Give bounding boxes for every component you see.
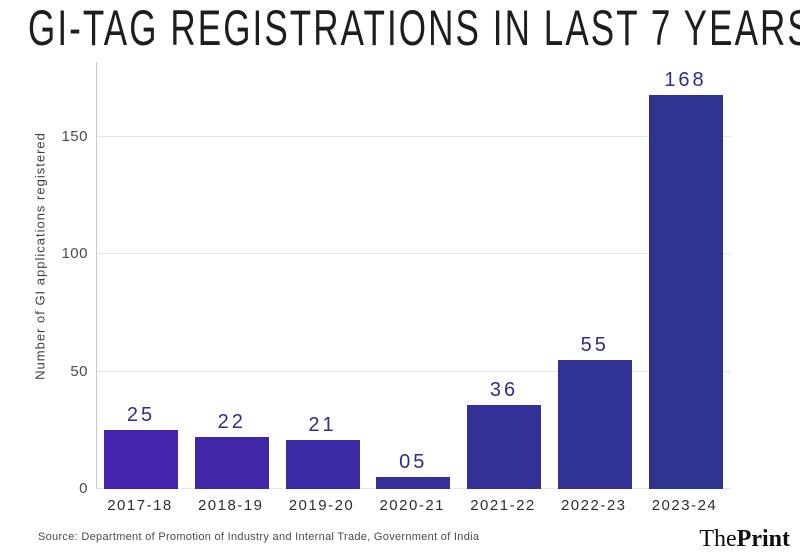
x-tick-2018-19: 2018-19 xyxy=(197,497,264,514)
bar-value-2020-21: 05 xyxy=(399,451,428,474)
x-tick-2020-21: 2020-21 xyxy=(379,497,446,514)
y-tick-50: 50 xyxy=(70,362,88,380)
page-title: GI-TAG REGISTRATIONS IN LAST 7 YEARS xyxy=(28,2,800,54)
bar-value-2019-20: 21 xyxy=(308,413,337,436)
gridline-50 xyxy=(97,370,731,372)
bar-value-2018-19: 22 xyxy=(217,411,246,434)
gridline-100 xyxy=(97,253,731,255)
x-tick-2019-20: 2019-20 xyxy=(288,497,355,514)
bar-2019-20 xyxy=(285,439,360,489)
bar-chart-plot-area: 25 22 21 05 36 55 168 xyxy=(96,62,731,489)
theprint-logo-print: Print xyxy=(736,526,790,552)
bar-2018-19 xyxy=(194,437,269,489)
y-tick-150: 150 xyxy=(61,128,88,145)
bar-2023-24 xyxy=(648,94,723,489)
bar-2021-22 xyxy=(467,404,541,489)
bar-2022-23 xyxy=(557,359,632,489)
bar-2017-18 xyxy=(104,430,178,489)
x-tick-2021-22: 2021-22 xyxy=(470,497,536,514)
theprint-logo: ThePrint xyxy=(699,526,790,552)
x-tick-2017-18: 2017-18 xyxy=(107,497,173,514)
source-note: Source: Department of Promotion of Indus… xyxy=(38,531,480,543)
x-tick-2022-23: 2022-23 xyxy=(560,497,627,514)
theprint-logo-the: The xyxy=(699,526,737,552)
x-tick-2023-24: 2023-24 xyxy=(651,497,718,514)
bar-value-2022-23: 55 xyxy=(580,333,609,356)
gridline-150 xyxy=(97,136,731,137)
y-tick-0: 0 xyxy=(79,480,88,497)
bar-2020-21 xyxy=(376,477,451,489)
page-title-text: GI-TAG REGISTRATIONS IN LAST 7 YEARS xyxy=(28,0,800,56)
y-tick-100: 100 xyxy=(61,245,88,263)
bar-value-2021-22: 36 xyxy=(489,378,519,401)
bar-value-2017-18: 25 xyxy=(126,404,156,427)
bar-value-2023-24: 168 xyxy=(664,68,707,91)
